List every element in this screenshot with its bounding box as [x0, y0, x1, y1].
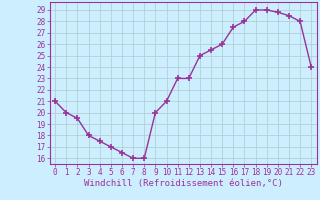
X-axis label: Windchill (Refroidissement éolien,°C): Windchill (Refroidissement éolien,°C)	[84, 179, 283, 188]
